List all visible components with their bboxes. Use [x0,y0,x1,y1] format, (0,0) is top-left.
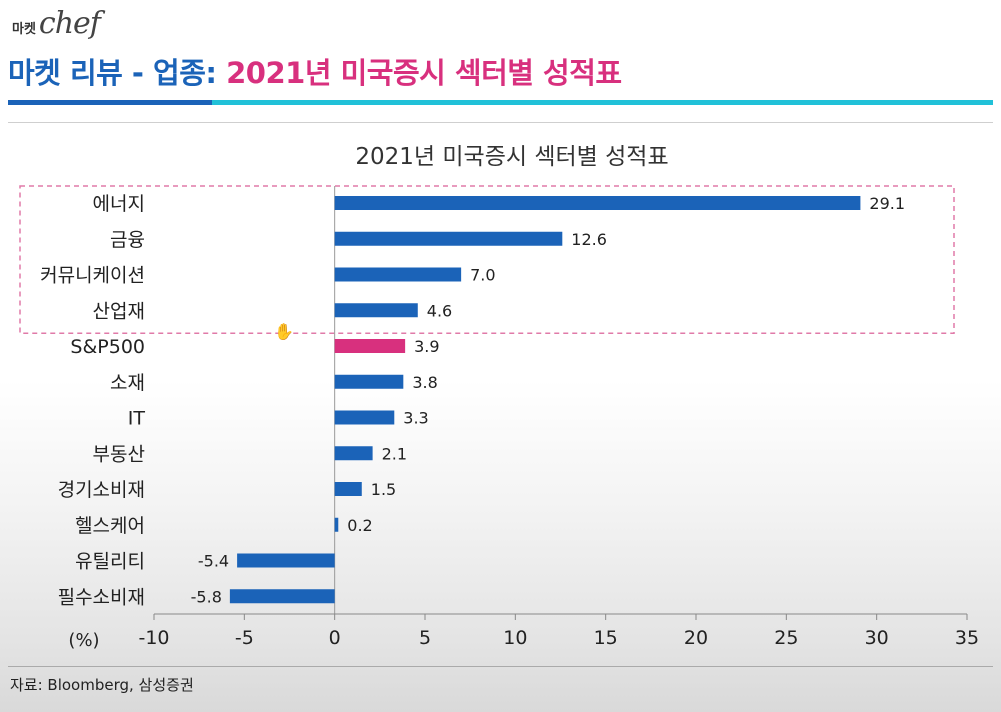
bar [334,231,563,246]
data-label: 3.8 [412,373,437,392]
x-tick-label: -10 [138,627,169,649]
x-tick-label: 0 [329,627,341,649]
x-tick-label: 25 [774,627,798,649]
x-tick-label: 15 [594,627,618,649]
category-label: 커뮤니케이션 [40,265,145,287]
bar [334,339,406,353]
category-label: 금융 [110,229,145,251]
data-label: 2.1 [382,444,407,463]
bar [334,410,395,425]
header-rule-blue [8,100,212,105]
header-divider [8,122,993,123]
brand-script-text: chef [38,6,101,41]
brand-small-text: 마켓 [12,22,36,37]
category-label: 산업재 [93,300,145,322]
category-label: 에너지 [93,193,145,215]
category-label: S&P500 [70,336,145,358]
data-label: 3.9 [414,337,439,356]
category-label: 경기소비재 [58,479,145,501]
bar [229,589,335,604]
data-label: 0.2 [347,516,372,535]
brand-logo: 마켓 chef [12,6,101,46]
footer-divider [8,666,993,667]
page-title: 마켓 리뷰 - 업종: 2021년 미국증시 섹터별 성적표 [8,50,622,92]
bar [334,482,362,496]
page-title-highlight: 2021년 미국증시 섹터별 성적표 [226,56,622,90]
bar [334,303,418,318]
category-label: 부동산 [93,443,145,465]
highlight-box [19,185,955,334]
category-label: 헬스케어 [75,515,145,537]
x-tick-label: 20 [684,627,708,649]
data-label: 1.5 [371,480,396,499]
category-label: 필수소비재 [58,586,145,608]
x-tick-label: 5 [419,627,431,649]
bar [334,374,404,389]
page-title-prefix: 마켓 리뷰 - 업종: [8,56,227,90]
data-label: 7.0 [470,266,495,285]
chart-title: 2021년 미국증시 섹터별 성적표 [355,144,668,170]
category-label: IT [128,408,146,430]
header-rule-cyan [212,100,993,105]
hand-cursor-icon: ✋ [274,322,294,341]
source-note: 자료: Bloomberg, 삼성증권 [10,676,194,694]
category-label: 소재 [110,372,145,394]
bar [334,446,373,461]
x-tick-label: 30 [865,627,889,649]
data-label: 3.3 [403,409,428,428]
data-label: -5.4 [198,552,229,571]
bar [334,267,462,282]
data-label: 12.6 [571,230,607,249]
x-tick-label: 10 [503,627,527,649]
x-tick-label: -5 [235,627,254,649]
category-label: 유틸리티 [75,551,145,573]
x-axis-unit-label: (%) [68,630,99,651]
data-label: -5.8 [191,587,222,606]
bar [334,517,339,532]
data-label: 29.1 [869,194,905,213]
bar [334,196,861,210]
x-tick-label: 35 [955,627,979,649]
bar [237,553,335,568]
data-label: 4.6 [427,301,452,320]
